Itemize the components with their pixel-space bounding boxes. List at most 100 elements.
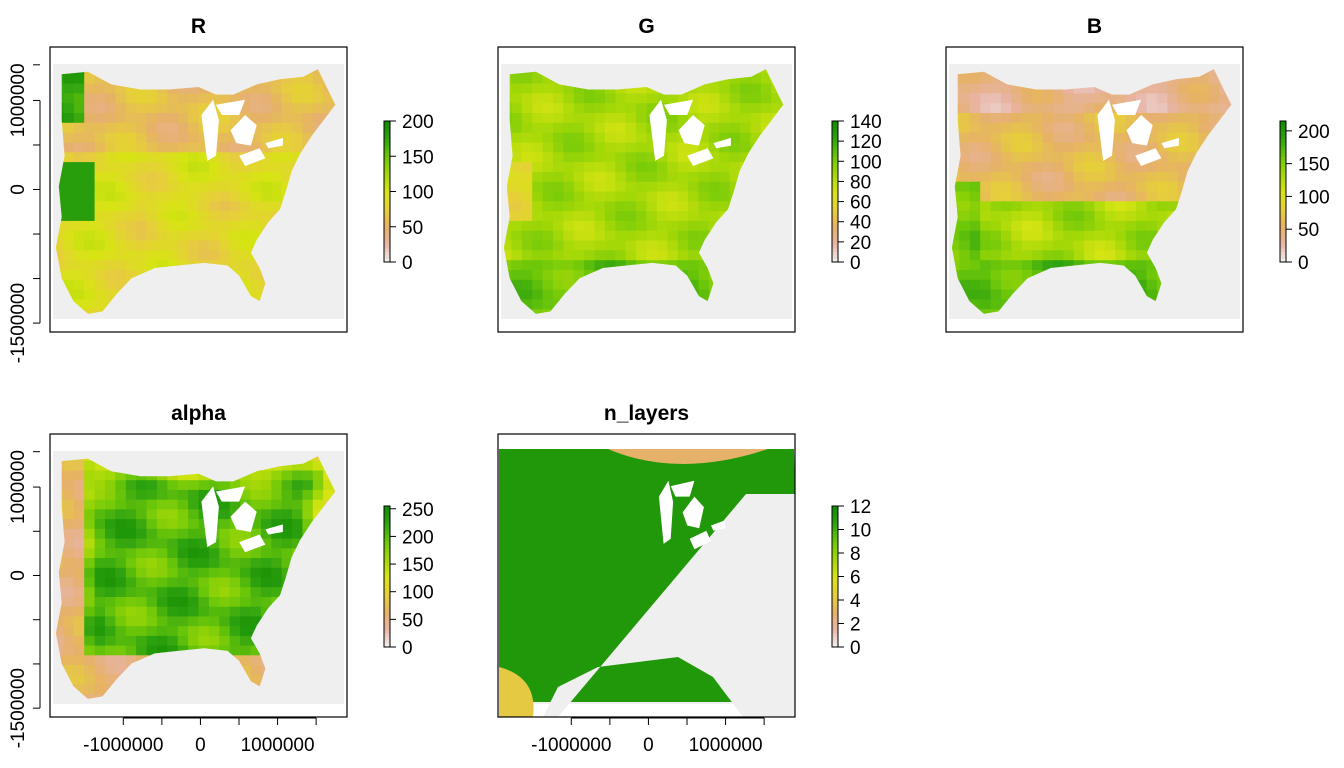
raster-cell xyxy=(740,93,751,104)
raster-cell xyxy=(719,171,731,183)
raster-cell xyxy=(1001,171,1012,183)
raster-cell xyxy=(1073,162,1085,173)
legend-swatch xyxy=(1280,244,1286,249)
raster-cell xyxy=(969,201,981,212)
raster-cell xyxy=(1084,250,1096,261)
raster-cell xyxy=(532,73,544,85)
raster-cell xyxy=(177,548,189,559)
raster-cell xyxy=(1032,220,1044,232)
raster-cell xyxy=(115,201,127,212)
x-tick-label: 1000000 xyxy=(241,735,315,756)
raster-cell xyxy=(94,211,106,222)
raster-cell xyxy=(729,103,741,114)
legend-tick-label: 8 xyxy=(850,544,861,565)
raster-cell xyxy=(521,93,533,104)
raster-cell xyxy=(1021,230,1033,242)
raster-cell xyxy=(667,132,679,144)
raster-cell xyxy=(771,93,783,104)
raster-cell xyxy=(1177,181,1189,193)
raster-cell xyxy=(990,240,1002,251)
raster-cell xyxy=(1208,73,1220,85)
legend-swatch xyxy=(384,198,390,203)
raster-cell xyxy=(1021,142,1033,153)
raster-cell xyxy=(240,181,252,193)
raster-cell xyxy=(969,132,981,144)
raster-cell xyxy=(240,211,252,222)
raster-cell xyxy=(1167,191,1179,202)
raster-cell xyxy=(969,93,981,104)
raster-cell xyxy=(281,181,293,193)
raster-cell xyxy=(615,230,627,242)
raster-cell xyxy=(521,103,533,114)
raster-cell xyxy=(271,538,283,549)
raster-cell xyxy=(604,171,616,183)
raster-cell xyxy=(292,509,303,520)
legend-tick-label: 140 xyxy=(850,112,882,133)
raster-cell xyxy=(229,626,241,637)
legend-swatch xyxy=(384,520,390,525)
legend-swatch xyxy=(832,551,838,556)
raster-cell xyxy=(240,606,252,617)
raster-cell xyxy=(1011,113,1023,124)
legend-swatch xyxy=(1280,166,1286,171)
raster-cell xyxy=(219,538,231,549)
legend-swatch xyxy=(1280,121,1286,125)
raster-cell xyxy=(260,489,272,501)
raster-cell xyxy=(1094,250,1106,261)
raster-cell xyxy=(615,132,627,144)
raster-cell xyxy=(84,684,96,695)
raster-cell xyxy=(503,230,512,242)
raster-cell xyxy=(188,181,200,193)
raster-cell xyxy=(521,289,533,300)
raster-cell xyxy=(532,93,544,104)
raster-cell xyxy=(1177,113,1189,124)
raster-cell xyxy=(271,122,283,134)
raster-cell xyxy=(584,250,596,261)
raster-cell xyxy=(1011,122,1023,134)
raster-cell xyxy=(312,69,324,75)
raster-cell xyxy=(553,270,564,281)
legend-swatch xyxy=(384,548,390,553)
raster-cell xyxy=(698,142,710,153)
raster-cell xyxy=(1011,279,1023,291)
raster-cell xyxy=(688,250,700,261)
raster-cell xyxy=(646,181,658,193)
raster-cell xyxy=(1001,162,1012,173)
raster-cell xyxy=(1198,83,1210,94)
raster-cell xyxy=(646,93,658,104)
raster-cell xyxy=(105,674,116,686)
raster-cell xyxy=(1042,260,1054,271)
raster-cell xyxy=(167,577,179,588)
raster-cell xyxy=(73,674,85,686)
raster-cell xyxy=(615,171,627,183)
raster-cell xyxy=(980,152,992,163)
raster-cell xyxy=(1104,93,1116,104)
raster-cell xyxy=(156,635,168,647)
raster-cell xyxy=(646,220,658,232)
lake-3 xyxy=(1135,148,1162,166)
raster-cell xyxy=(584,152,596,163)
legend-tick-label: 100 xyxy=(850,152,882,173)
raster-cell xyxy=(511,220,523,232)
raster-cell xyxy=(1001,142,1012,153)
raster-cell xyxy=(532,83,544,94)
raster-cell xyxy=(1167,152,1179,163)
raster-cell xyxy=(84,113,96,124)
raster-cell xyxy=(1146,211,1158,222)
legend-swatch xyxy=(384,587,390,592)
raster-cell xyxy=(1021,191,1033,202)
raster-cell xyxy=(542,211,554,222)
raster-cell xyxy=(136,250,148,261)
raster-cell xyxy=(625,181,637,193)
raster-cell xyxy=(729,83,741,94)
raster-cell xyxy=(115,162,127,173)
raster-cell xyxy=(281,171,293,183)
raster-cell xyxy=(177,577,189,588)
raster-cell xyxy=(105,509,116,520)
raster-cell xyxy=(177,211,189,222)
raster-cell xyxy=(553,279,564,291)
raster-cell xyxy=(511,250,523,261)
raster-cell xyxy=(188,171,200,183)
legend-swatch xyxy=(384,244,390,249)
raster-cell xyxy=(250,567,262,579)
